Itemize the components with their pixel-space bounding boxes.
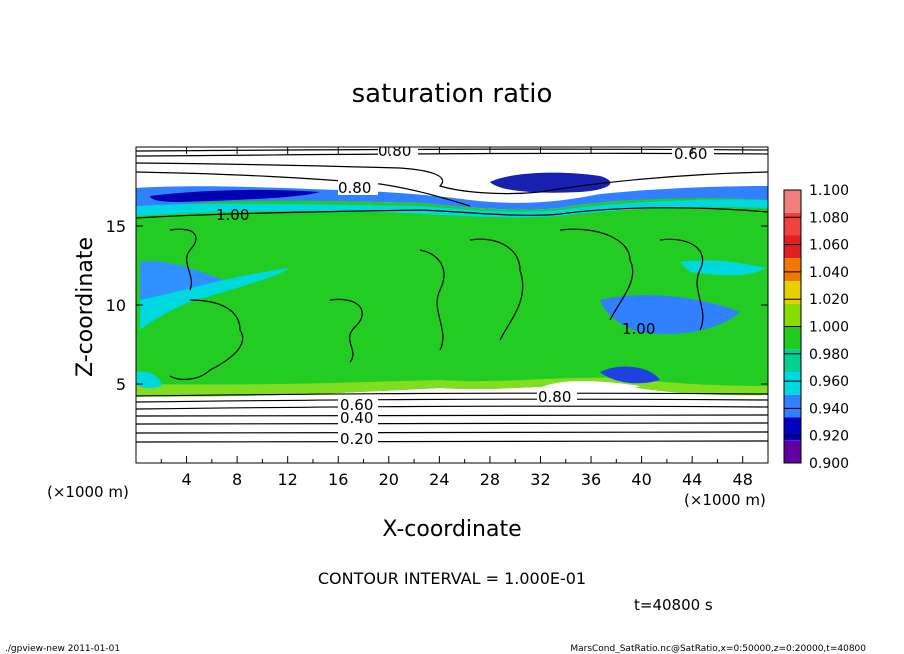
contour-label: 0.80 — [378, 142, 411, 160]
field-cyan-patch-left — [140, 268, 290, 330]
colorbar-swatch — [784, 303, 801, 327]
colorbar-swatch — [784, 326, 801, 350]
x-tick-label: 32 — [530, 470, 550, 489]
field-blue-bottom-right — [600, 366, 660, 384]
y-axis: 5 10 15 — [106, 217, 768, 394]
field-darkblue-cloud — [490, 172, 611, 193]
colorbar-swatch — [784, 349, 801, 372]
colorbar-label: 1.020 — [809, 292, 849, 308]
contour-label: 0.40 — [340, 409, 373, 427]
colorbar-label: 0.980 — [809, 347, 849, 363]
y-tick-label: 10 — [106, 296, 126, 315]
contour-label: 1.00 — [216, 206, 249, 224]
x-tick-label: 36 — [581, 470, 601, 489]
colorbar-swatch — [784, 372, 801, 395]
colorbar-label: 0.920 — [809, 429, 849, 445]
field-green-region — [136, 197, 768, 397]
contour-label: 0.60 — [340, 396, 373, 414]
y-tick-label: 15 — [106, 217, 126, 236]
x-tick-label: 48 — [733, 470, 753, 489]
colorbar-label: 1.040 — [809, 265, 849, 281]
contour-interval-text: CONTOUR INTERVAL = 1.000E-01 — [318, 569, 586, 588]
contour-label: 0.20 — [340, 430, 373, 448]
x-axis: 4 8 12 16 20 24 28 32 36 40 44 48 — [160, 147, 753, 489]
x-axis-unit-right: (×1000 m) — [684, 491, 766, 509]
colorbar: 1.100 1.080 1.060 1.040 1.020 1.000 0.980 0.960… — [783, 183, 849, 472]
colorbar-swatch — [784, 212, 801, 236]
field-darkblue-streak — [150, 189, 320, 202]
field-cyan-patch-right — [680, 260, 766, 276]
contour-label: 1.00 — [622, 320, 655, 338]
x-tick-label: 28 — [480, 470, 500, 489]
colorbar-label: 0.900 — [809, 456, 849, 472]
x-tick-label: 12 — [278, 470, 298, 489]
contour-labels: 0.80 0.60 0.80 1.00 1.00 0.80 0.60 0.40 … — [216, 142, 714, 448]
contour-lines — [136, 148, 768, 443]
contour-label: 0.80 — [538, 388, 571, 406]
field-blue-patch-right — [600, 295, 740, 334]
footer-left: ./gpview-new 2011-01-01 — [5, 644, 120, 654]
x-tick-label: 20 — [379, 470, 399, 489]
colorbar-label: 1.080 — [809, 210, 849, 226]
colorbar-swatch — [784, 394, 801, 418]
x-axis-title: X-coordinate — [382, 517, 521, 542]
chart-title: saturation ratio — [352, 79, 553, 109]
x-tick-label: 24 — [429, 470, 449, 489]
x-axis-unit-left: (×1000 m) — [47, 483, 129, 501]
colorbar-swatch — [784, 190, 801, 213]
x-tick-label: 16 — [328, 470, 348, 489]
y-axis-title: Z-coordinate — [73, 237, 98, 377]
contour-label: 0.80 — [338, 179, 371, 197]
colorbar-label: 1.100 — [809, 183, 849, 199]
plot-area: 0.80 0.60 0.80 1.00 1.00 0.80 0.60 0.40 … — [136, 142, 768, 463]
colorbar-label: 1.000 — [809, 320, 849, 336]
colorbar-label: 0.940 — [809, 401, 849, 417]
x-tick-label: 8 — [232, 470, 242, 489]
colorbar-label: 0.960 — [809, 374, 849, 390]
colorbar-swatch — [784, 281, 801, 304]
colorbar-swatch — [784, 258, 801, 281]
y-tick-label: 5 — [116, 375, 126, 394]
footer-right: MarsCond_SatRatio.nc@SatRatio,x=0:50000,… — [570, 644, 866, 654]
colorbar-swatch — [784, 417, 801, 441]
x-tick-label: 40 — [631, 470, 651, 489]
x-tick-label: 4 — [181, 470, 191, 489]
colorbar-swatch — [784, 440, 801, 463]
colorbar-label: 1.060 — [809, 238, 849, 254]
time-text: t=40800 s — [634, 596, 713, 614]
x-tick-label: 44 — [682, 470, 702, 489]
colorbar-swatch — [784, 235, 801, 259]
contour-label: 0.60 — [674, 145, 707, 163]
